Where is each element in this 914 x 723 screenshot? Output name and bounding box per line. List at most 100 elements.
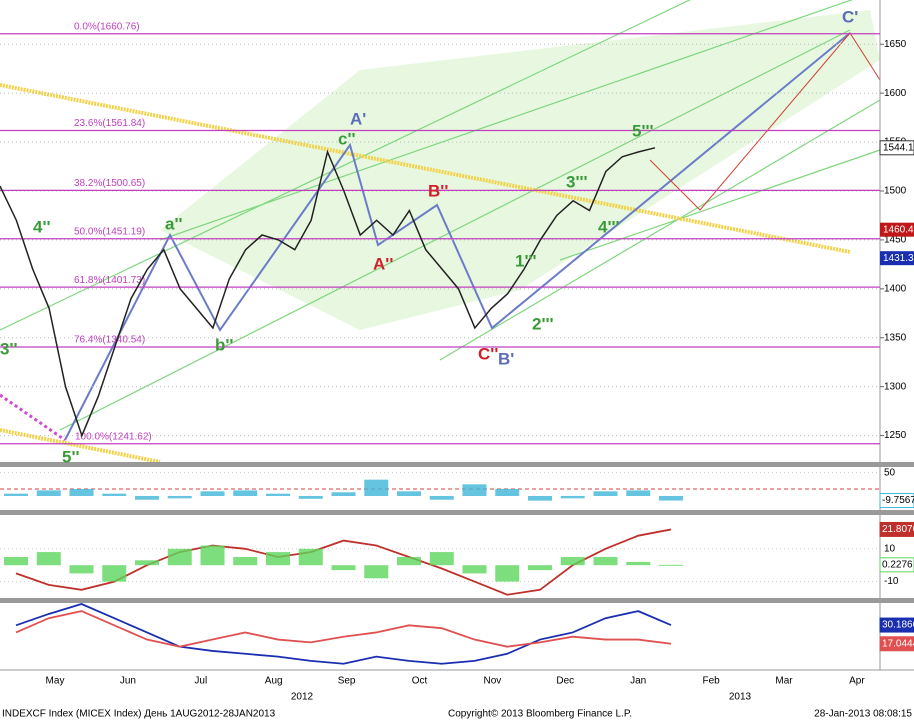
hist-bar (626, 561, 651, 566)
fib-label: 50.0%(1451.19) (74, 226, 145, 237)
y-tick-label: 1600 (884, 88, 907, 99)
hist-bar (167, 548, 192, 566)
projection (0, 393, 66, 442)
price-line (0, 147, 656, 438)
hist-bar (102, 565, 127, 582)
wave-label: 4''' (598, 217, 620, 236)
fib-label: 0.0%(1660.76) (74, 21, 140, 32)
y-tick-label: 50 (884, 467, 896, 478)
y-tick-label: -10 (884, 576, 899, 587)
wave-label: 3'' (0, 339, 18, 358)
y-tick-label: 1350 (884, 332, 907, 343)
divider (0, 598, 914, 603)
hist-bar (462, 484, 487, 496)
x-tick-label: Sep (338, 676, 356, 687)
y-tick-label: 1400 (884, 283, 907, 294)
fib-label: 61.8%(1401.73) (74, 275, 145, 286)
last-value-box (879, 557, 914, 573)
wave-label: 5'' (62, 447, 80, 466)
hist-bar (69, 565, 94, 574)
footer-right: 28-Jan-2013 08:08:15 (814, 709, 912, 720)
wave-label: 5''' (632, 121, 654, 140)
hist-bar (429, 552, 454, 566)
year-label: 2013 (729, 692, 752, 703)
hist-bar (593, 557, 618, 566)
wave-label: A' (350, 109, 366, 128)
last-value-label: 21.8076 (882, 524, 914, 535)
wave-label: b'' (215, 335, 233, 354)
wave-label: C' (842, 7, 858, 26)
hist-bar (167, 496, 192, 499)
wave-label: B' (498, 349, 514, 368)
trendline (0, 83, 851, 254)
hist-bar (69, 489, 94, 496)
wave-label: B'' (428, 181, 448, 200)
trendline (0, 428, 161, 464)
x-tick-label: Apr (849, 676, 865, 687)
y-tick-label: 1450 (884, 235, 907, 246)
hist-bar (495, 489, 520, 496)
hist-bar (200, 491, 225, 496)
hist-bar (135, 496, 159, 500)
hist-bar (4, 557, 28, 566)
ma-box (880, 222, 914, 237)
hist-bar (397, 557, 421, 566)
wave-label: a'' (165, 214, 183, 233)
last-value-label: 0.2276 (882, 559, 913, 570)
x-tick-label: Dec (556, 676, 574, 687)
hist-bar (4, 493, 28, 496)
hist-bar (364, 479, 389, 496)
x-tick-label: Oct (412, 676, 428, 687)
hist-bar (528, 496, 552, 501)
ma-box (880, 251, 914, 266)
hist-bar (659, 564, 683, 566)
hist-bar (200, 545, 225, 566)
hist-bar (462, 565, 487, 574)
ma-label: 1460.45 (883, 224, 914, 235)
wave-label: 4'' (33, 217, 51, 236)
last-value-label: -9.7567 (882, 495, 914, 506)
x-tick-label: Mar (775, 676, 793, 687)
y-tick-label: 1500 (884, 186, 907, 197)
footer-center: Copyright© 2013 Bloomberg Finance L.P. (448, 709, 632, 720)
last-value-box (879, 636, 914, 652)
hist-bar (331, 565, 356, 571)
fib-label: 100.0%(1241.62) (75, 431, 152, 442)
x-tick-label: Jun (120, 676, 136, 687)
hist-bar (593, 491, 618, 496)
last-price-label: 1544.16 (883, 142, 914, 153)
hist-bar (266, 493, 290, 496)
wave-label: 2''' (532, 314, 554, 333)
hist-bar (233, 490, 258, 496)
hist-bar (298, 548, 323, 566)
y-tick-label: 10 (884, 543, 896, 554)
year-label: 2012 (291, 692, 314, 703)
ma-label: 1431.33 (883, 253, 914, 264)
hist-bar (364, 565, 389, 579)
hist-bar (266, 552, 290, 566)
last-price-box (879, 140, 914, 156)
hist-bar (36, 490, 61, 496)
wave-label: 3''' (566, 172, 588, 191)
channels (0, 0, 881, 431)
wave-label: C'' (478, 344, 498, 363)
fib-label: 23.6%(1561.84) (74, 118, 145, 129)
y-tick-label: 1300 (884, 381, 907, 392)
hist-bar (495, 565, 520, 582)
projection (649, 32, 881, 211)
indicator-line (15, 610, 672, 648)
x-tick-label: Jan (630, 676, 646, 687)
hist-bar (36, 552, 61, 566)
last-value-box (879, 493, 914, 509)
hist-bar (626, 490, 651, 496)
divider (0, 510, 914, 515)
last-value-label: 30.1866 (882, 620, 914, 631)
wave-label: c'' (338, 129, 356, 148)
hist-bar (397, 491, 421, 496)
last-value-box (879, 521, 914, 537)
hist-bar (298, 496, 323, 499)
wave-lines (64, 32, 851, 441)
hist-bar (429, 496, 454, 500)
wave-label: A'' (373, 254, 393, 273)
